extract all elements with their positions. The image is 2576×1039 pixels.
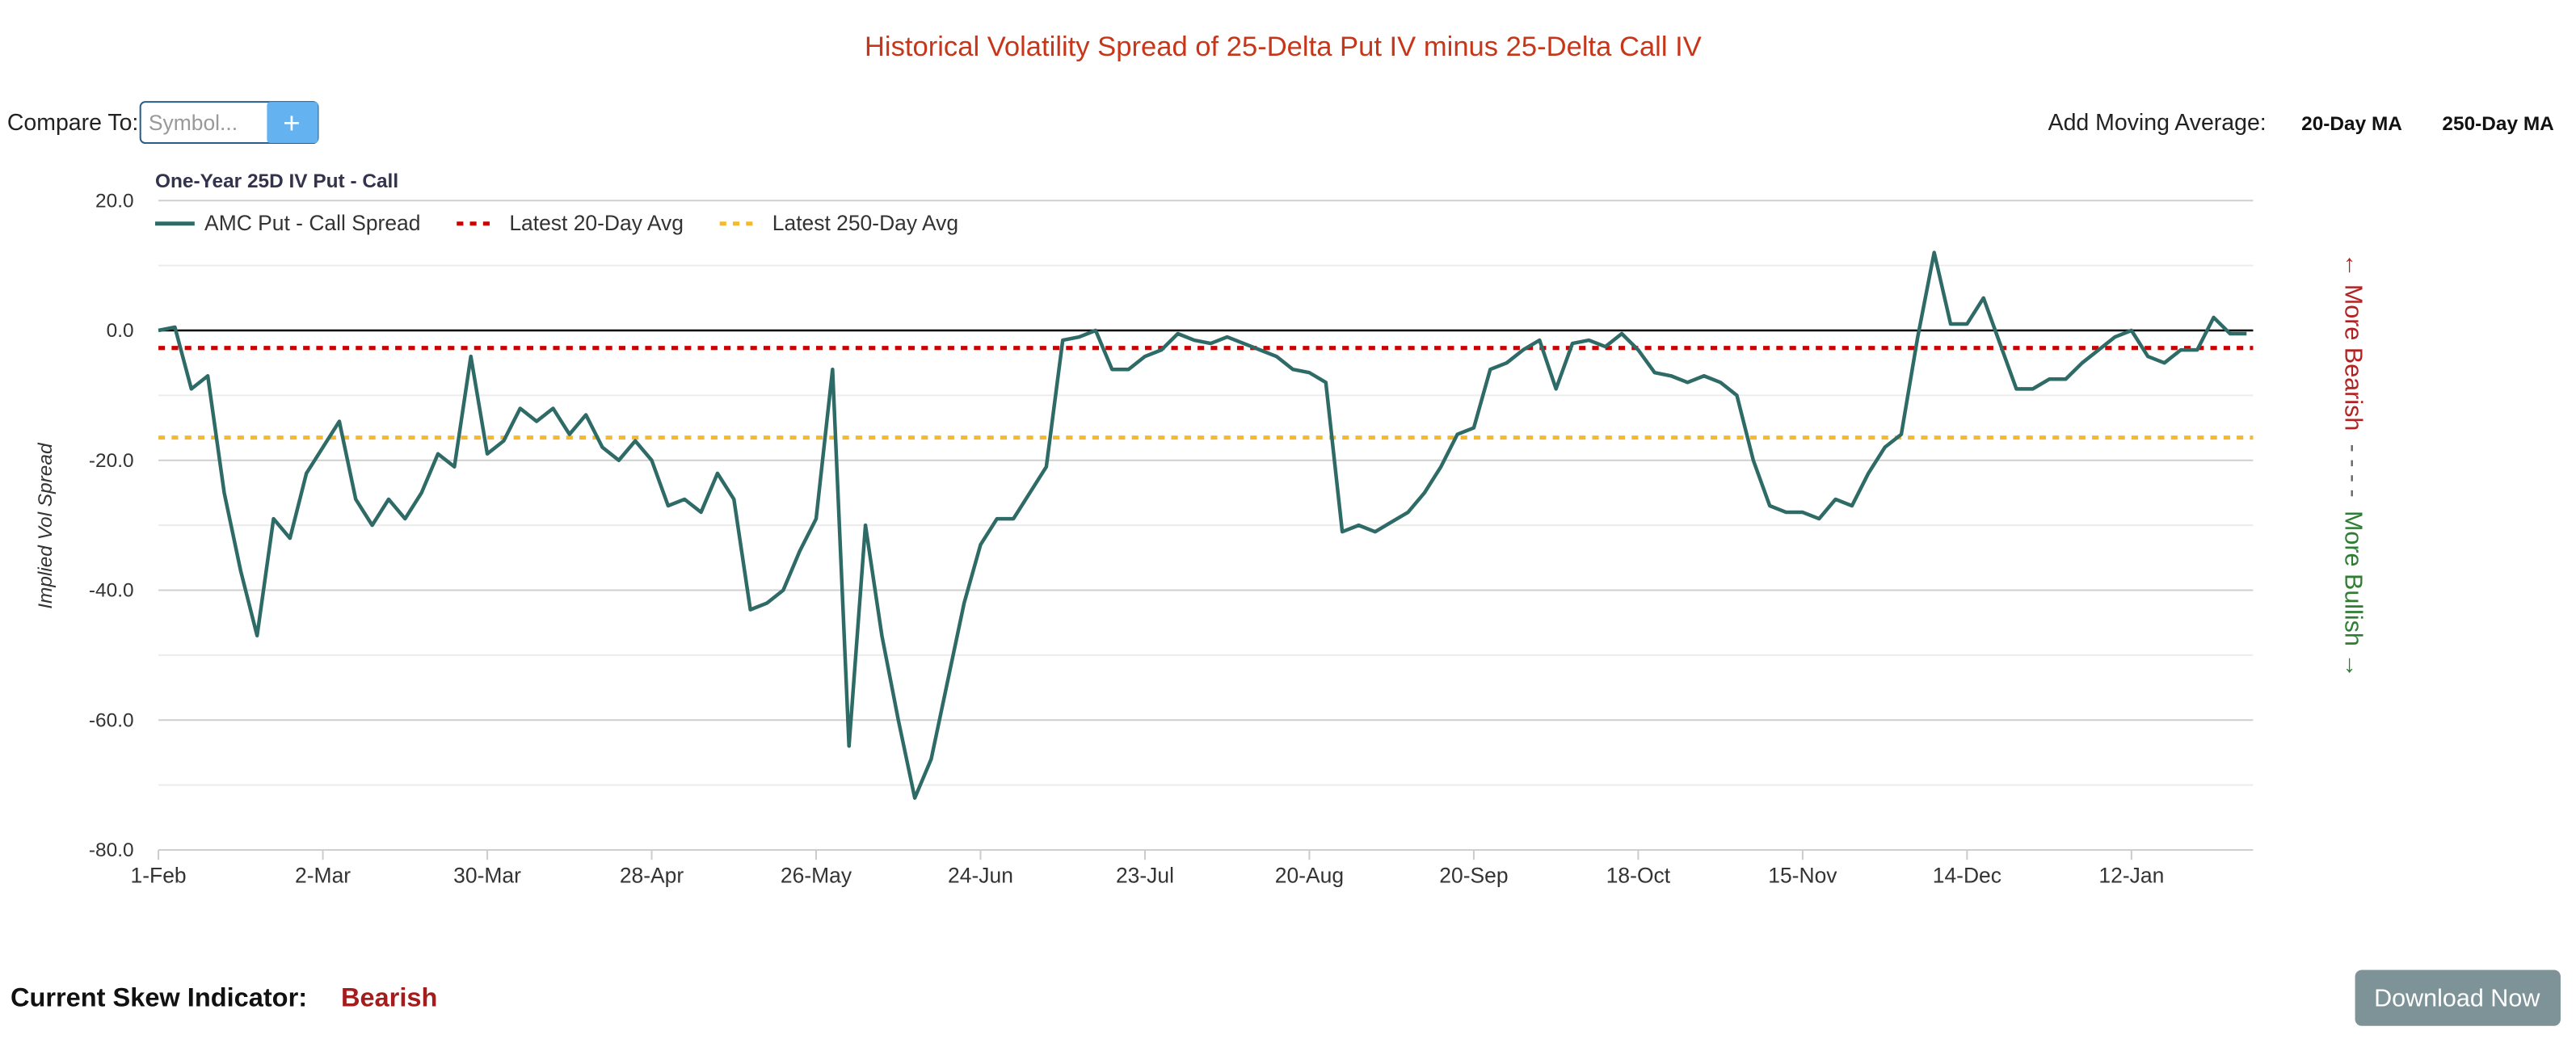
download-button[interactable]	[2355, 970, 2561, 1026]
x-tick-label: 12-Jan	[2098, 864, 2164, 888]
add-button[interactable]	[267, 102, 318, 144]
x-tick-label: 28-Apr	[620, 864, 684, 888]
data-line	[158, 250, 2247, 800]
plot: -80.0 -60.0 -40.0 -20.0 0.0 20.0 1-Feb 2-Mar 30-…	[89, 190, 2254, 888]
y-tick-label: -80.0	[89, 839, 134, 861]
compare-label: Compare To:	[7, 110, 138, 136]
x-tick-label: 26-May	[781, 864, 852, 888]
indicator-label: Current Skew Indicator:	[11, 982, 307, 1012]
x-tick-label: 15-Nov	[1768, 864, 1837, 888]
y-tick-label: 20.0	[95, 190, 134, 212]
legend-label: Latest 20-Day Avg	[509, 211, 684, 235]
x-tick-label: 20-Sep	[1439, 864, 1508, 888]
y-tick-label: -60.0	[89, 709, 134, 731]
x-tick-label: 20-Aug	[1275, 864, 1344, 888]
ma-button[interactable]: 250-Day MA	[2442, 113, 2553, 135]
legend-label: Latest 250-Day Avg	[772, 211, 958, 235]
x-tick-label: 1-Feb	[131, 864, 187, 888]
side-note-dashes: - - - -	[2339, 444, 2367, 498]
symbol-placeholder: Symbol...	[149, 111, 238, 135]
y-tick-label: -20.0	[89, 450, 134, 472]
y-axis-label: Implied Vol Spread	[35, 442, 57, 609]
x-tick-label: 14-Dec	[1933, 864, 2001, 888]
x-tick-label: 30-Mar	[453, 864, 521, 888]
ma-label: Add Moving Average:	[2048, 110, 2267, 136]
ma-button[interactable]: 20-Day MA	[2301, 113, 2402, 135]
side-note-bullish: More Bullish →	[2339, 511, 2367, 678]
download-label: Download Now	[2374, 984, 2540, 1012]
legend-label: AMC Put - Call Spread	[204, 211, 420, 235]
x-tick-label: 18-Oct	[1606, 864, 1671, 888]
page-title: Historical Volatility Spread of 25-Delta…	[865, 32, 1702, 62]
side-note-bearish: ← More Bearish	[2339, 253, 2367, 431]
y-tick-label: -40.0	[89, 580, 134, 602]
x-tick-label: 2-Mar	[295, 864, 351, 888]
x-tick-label: 24-Jun	[948, 864, 1013, 888]
indicator-value: Bearish	[341, 982, 437, 1012]
add-button-label: +	[283, 107, 300, 140]
y-tick-label: 0.0	[107, 320, 134, 342]
chart-title: One-Year 25D IV Put - Call	[155, 170, 398, 192]
x-tick-label: 23-Jul	[1116, 864, 1174, 888]
side-note: ← More Bearish - - - - More Bullish →	[2339, 253, 2367, 678]
